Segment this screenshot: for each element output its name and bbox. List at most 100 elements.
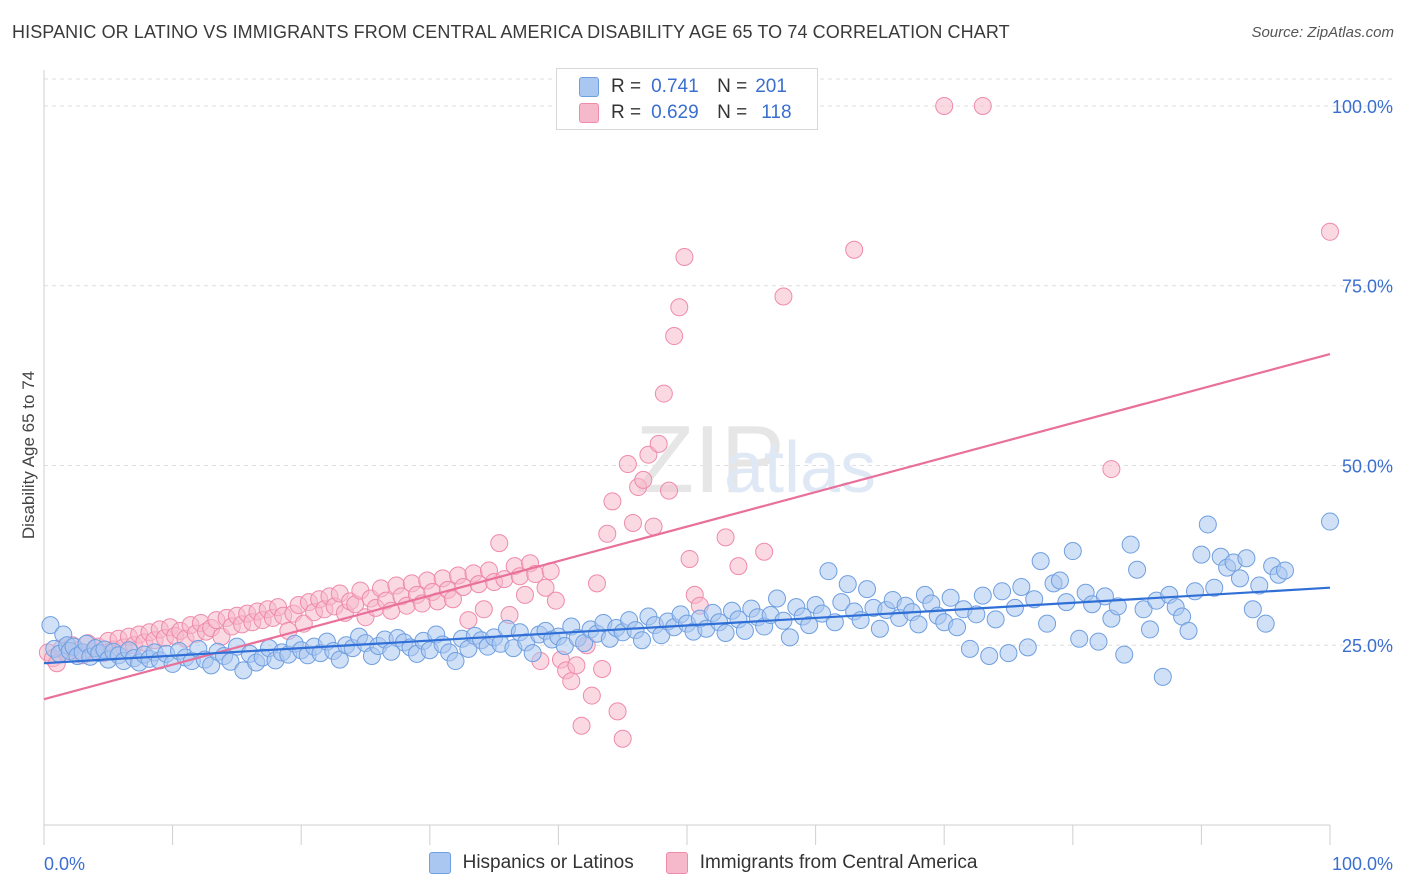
y-axis-label: Disability Age 65 to 74 [19, 371, 38, 539]
axes [43, 70, 1331, 845]
y-tick-label: 50.0% [1342, 456, 1393, 476]
data-point-hispanics [1012, 577, 1031, 596]
data-point-immigrants [562, 672, 581, 691]
data-point-hispanics [838, 575, 857, 594]
data-point-hispanics [716, 624, 735, 643]
data-point-hispanics [909, 615, 928, 634]
data-point-hispanics [1179, 621, 1198, 640]
legend-row-blue: R = 0.741 N = 201 [579, 75, 787, 99]
trend-line-immigrants [43, 352, 1331, 701]
data-point-hispanics [1198, 515, 1217, 534]
data-point-immigrants [443, 590, 462, 609]
legend-item-immigrants: Immigrants from Central America [665, 852, 978, 874]
data-point-hispanics [555, 636, 574, 655]
data-point-immigrants [474, 600, 493, 619]
data-point-hispanics [1275, 561, 1294, 580]
legend-n-value: 201 [755, 76, 787, 97]
legend-label-hispanics: Hispanics or Latinos [462, 852, 634, 873]
trend-lines [43, 352, 1331, 701]
data-point-immigrants [670, 298, 689, 317]
data-point-hispanics [1063, 542, 1082, 561]
data-point-immigrants [459, 611, 478, 630]
data-point-immigrants [603, 492, 622, 511]
data-point-hispanics [446, 652, 465, 671]
source-label: Source: ZipAtlas.com [1251, 24, 1394, 41]
x-tick-label-min: 0.0% [44, 854, 85, 874]
data-point-immigrants [623, 514, 642, 532]
data-point-hispanics [1025, 590, 1044, 609]
data-point-immigrants [1321, 222, 1339, 241]
data-point-hispanics [1321, 512, 1339, 531]
legend-r-value: 0.629 [651, 102, 699, 123]
data-point-hispanics [768, 589, 787, 608]
data-point-immigrants [729, 557, 748, 576]
data-point-hispanics [1083, 595, 1102, 614]
data-point-hispanics [941, 588, 960, 607]
data-point-immigrants [515, 585, 534, 604]
data-point-hispanics [1108, 597, 1127, 616]
data-point-immigrants [659, 481, 678, 500]
data-point-hispanics [1018, 638, 1037, 657]
data-point-immigrants [675, 247, 694, 266]
data-point-hispanics [973, 586, 992, 605]
data-point-immigrants [536, 578, 555, 597]
data-point-immigrants [644, 517, 663, 536]
data-point-immigrants [490, 534, 509, 553]
data-point-hispanics [960, 639, 979, 658]
data-point-hispanics [1050, 571, 1069, 590]
x-tick-label-max: 100.0% [1332, 854, 1393, 874]
data-point-immigrants [665, 327, 684, 346]
data-point-immigrants [935, 96, 954, 115]
legend-row-pink: R = 0.629 N = 118 [579, 101, 792, 125]
data-point-immigrants [755, 542, 774, 561]
data-point-hispanics [1237, 549, 1256, 568]
data-point-hispanics [523, 644, 542, 663]
data-point-hispanics [1089, 632, 1108, 651]
legend-label-immigrants: Immigrants from Central America [699, 852, 978, 873]
data-point-hispanics [735, 621, 754, 640]
data-point-hispanics [1192, 545, 1211, 564]
data-point-immigrants [1102, 460, 1121, 479]
y-tick-label: 25.0% [1342, 636, 1393, 656]
chart-title: HISPANIC OR LATINO VS IMMIGRANTS FROM CE… [12, 22, 1010, 42]
data-point-hispanics [1230, 569, 1249, 588]
data-point-immigrants [716, 528, 735, 547]
data-point-hispanics [1134, 600, 1153, 619]
data-point-immigrants [593, 659, 612, 678]
legend-r-label: R = [611, 102, 642, 123]
data-point-hispanics [780, 628, 799, 647]
data-point-hispanics [980, 647, 999, 666]
data-point-hispanics [993, 582, 1012, 601]
data-point-hispanics [1153, 667, 1172, 686]
data-point-hispanics [1243, 600, 1262, 619]
data-point-hispanics [1205, 578, 1224, 597]
data-point-hispanics [832, 593, 851, 612]
tick-labels: 25.0% 50.0% 75.0% 100.0% 0.0% 100.0% [44, 97, 1393, 874]
data-point-hispanics [1250, 576, 1269, 595]
legend-item-hispanics: Hispanics or Latinos [428, 852, 634, 874]
data-point-hispanics [632, 631, 651, 650]
data-point-immigrants [608, 702, 627, 721]
data-point-hispanics [948, 618, 967, 637]
data-point-immigrants [774, 287, 793, 306]
data-point-immigrants [613, 729, 632, 748]
correlation-legend: R = 0.741 N = 201 R = 0.629 N = 118 [556, 68, 818, 130]
legend-swatch-pink [579, 103, 599, 123]
data-point-hispanics [1031, 552, 1050, 571]
data-point-hispanics [1070, 629, 1089, 648]
data-point-hispanics [1140, 620, 1159, 639]
data-point-immigrants [598, 524, 617, 543]
data-point-immigrants [634, 470, 653, 489]
data-point-hispanics [1115, 645, 1134, 664]
legend-r-value: 0.741 [651, 76, 699, 97]
legend-swatch-blue [579, 77, 599, 97]
legend-n-label: N = [717, 102, 748, 123]
y-tick-label: 75.0% [1342, 277, 1393, 297]
legend-r-label: R = [611, 76, 642, 97]
y-tick-label: 100.0% [1332, 97, 1393, 117]
data-point-immigrants [587, 574, 606, 593]
data-point-hispanics [858, 580, 877, 599]
data-point-immigrants [649, 434, 668, 453]
data-point-immigrants [973, 96, 992, 115]
